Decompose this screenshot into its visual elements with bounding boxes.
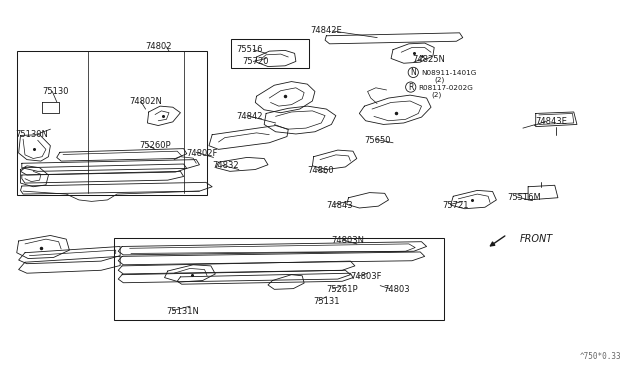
Text: 75260P: 75260P (139, 141, 171, 150)
Text: 74842: 74842 (236, 112, 263, 121)
Text: 74825N: 74825N (412, 55, 445, 64)
Bar (114, 238, 444, 320)
Bar (17, 51, 207, 195)
Text: 74802N: 74802N (130, 97, 163, 106)
Text: 75720: 75720 (243, 57, 269, 66)
Text: (2): (2) (431, 92, 442, 98)
Text: 74802F: 74802F (187, 148, 218, 157)
Text: N08911-1401G: N08911-1401G (422, 70, 477, 76)
Text: R08117-0202G: R08117-0202G (419, 85, 473, 91)
Text: 75516: 75516 (236, 45, 263, 54)
Text: 74842E: 74842E (310, 26, 342, 35)
Text: 75516M: 75516M (507, 193, 541, 202)
Text: 74832: 74832 (212, 161, 239, 170)
Text: 74803F: 74803F (351, 272, 382, 281)
Bar (231, 39, 308, 68)
Text: FRONT: FRONT (520, 234, 553, 244)
Text: 75261P: 75261P (326, 285, 358, 294)
Text: 74843E: 74843E (536, 118, 568, 126)
Text: 75130N: 75130N (15, 130, 49, 139)
Text: ^750*0.33: ^750*0.33 (580, 352, 621, 361)
Text: 74843: 74843 (326, 201, 353, 209)
Text: (2): (2) (434, 77, 444, 83)
Text: 74803N: 74803N (332, 236, 364, 245)
Text: 75131N: 75131N (166, 307, 199, 316)
Text: N: N (410, 68, 416, 77)
Text: 75650: 75650 (364, 136, 391, 145)
Text: 75131: 75131 (314, 297, 340, 306)
Text: 74860: 74860 (307, 166, 334, 175)
Text: 75721: 75721 (442, 201, 469, 209)
Text: 74802: 74802 (145, 42, 172, 51)
Text: 74803: 74803 (383, 285, 410, 294)
Text: R: R (408, 83, 413, 92)
Text: 75130: 75130 (42, 87, 68, 96)
